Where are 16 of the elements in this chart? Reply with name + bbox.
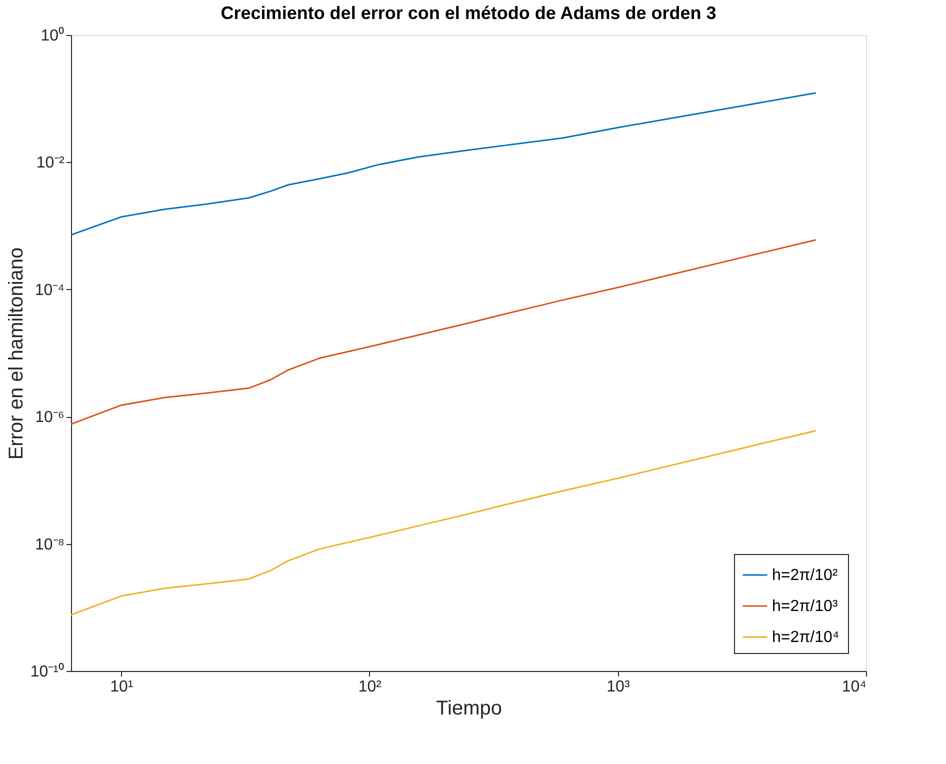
y-tick-label: 10⁰ — [40, 26, 64, 44]
y-tick-label: 10⁻¹⁰ — [30, 662, 64, 680]
y-axis-title: Error en el hamiltoniano — [5, 247, 28, 460]
x-tick-label: 10⁴ — [842, 678, 867, 696]
legend-label: h=2π/10⁴ — [772, 629, 840, 646]
x-tick-label: 10² — [358, 678, 382, 696]
legend-label: h=2π/10² — [772, 567, 838, 584]
x-tick-label: 10³ — [606, 678, 630, 696]
y-tick-label: 10⁻⁶ — [35, 409, 64, 426]
legend-label: h=2π/10³ — [772, 598, 838, 615]
chart-title: Crecimiento del error con el método de Adams de orden 3 — [220, 3, 716, 23]
y-tick-label: 10⁻⁸ — [34, 536, 64, 554]
y-tick-label: 10⁻⁴ — [34, 282, 65, 299]
y-tick-label: 10⁻² — [36, 154, 66, 172]
x-axis-title: Tiempo — [436, 698, 502, 720]
x-tick-label: 10¹ — [110, 678, 134, 696]
